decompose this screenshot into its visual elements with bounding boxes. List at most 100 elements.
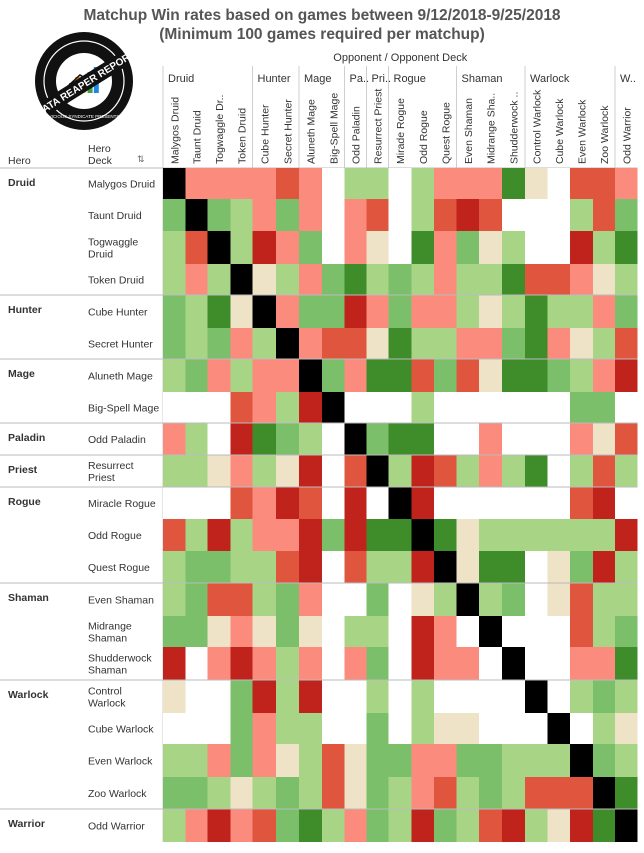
heatmap-cell bbox=[299, 328, 322, 359]
heatmap-cell bbox=[615, 744, 638, 777]
heatmap-cell bbox=[615, 328, 638, 359]
heatmap-cell bbox=[593, 295, 615, 328]
heatmap-cell bbox=[230, 359, 253, 392]
heatmap-cell bbox=[230, 199, 253, 231]
heatmap-cell bbox=[366, 680, 389, 713]
heatmap-cell bbox=[344, 680, 367, 713]
opponent-hero-label: Pa.. bbox=[350, 73, 370, 85]
column-label: Cube Warlock bbox=[554, 98, 566, 164]
opponent-hero-label: Mage bbox=[304, 73, 332, 85]
heatmap-cell bbox=[411, 647, 434, 680]
heatmap-cell bbox=[434, 777, 457, 809]
heatmap-cell bbox=[411, 168, 434, 199]
heatmap-cell bbox=[434, 295, 457, 328]
heatmap-cell bbox=[163, 423, 186, 455]
heatmap-cell bbox=[615, 583, 638, 616]
heatmap-cell bbox=[366, 777, 389, 809]
heatmap-cell bbox=[185, 616, 208, 647]
heatmap-cell bbox=[570, 455, 593, 487]
heatmap-cell bbox=[366, 455, 389, 487]
heatmap-cell bbox=[570, 295, 593, 328]
sort-icon: ⇅ bbox=[137, 154, 145, 164]
heatmap-cell bbox=[322, 647, 345, 680]
heatmap-cell bbox=[366, 744, 389, 777]
heatmap-cell bbox=[185, 231, 208, 264]
heatmap-cell bbox=[252, 392, 276, 423]
heatmap-cell bbox=[615, 264, 638, 295]
heatmap-cell bbox=[252, 264, 276, 295]
heatmap-cell bbox=[207, 455, 231, 487]
heatmap-cell bbox=[411, 583, 434, 616]
heatmap-cell bbox=[593, 392, 615, 423]
row-hero-label: Hunter bbox=[8, 304, 42, 316]
heatmap-cell bbox=[252, 744, 276, 777]
heatmap-cell bbox=[547, 199, 570, 231]
heatmap-cell bbox=[163, 231, 186, 264]
heatmap-cell bbox=[185, 744, 208, 777]
heatmap-cell bbox=[547, 231, 570, 264]
heatmap-cell bbox=[456, 809, 479, 842]
row-hero-label: Shaman bbox=[8, 592, 49, 604]
heatmap-cell bbox=[434, 392, 457, 423]
heatmap-cell bbox=[388, 616, 412, 647]
heatmap-cell bbox=[434, 616, 457, 647]
heatmap-cell bbox=[366, 264, 389, 295]
heatmap-cell bbox=[547, 809, 570, 842]
heatmap-cell bbox=[615, 713, 638, 744]
heatmap-cell bbox=[502, 423, 525, 455]
heatmap-cell bbox=[434, 583, 457, 616]
heatmap-cell bbox=[185, 809, 208, 842]
heatmap-cell bbox=[344, 809, 367, 842]
row-hero-label: Druid bbox=[8, 177, 35, 189]
heatmap-cell bbox=[479, 455, 502, 487]
heatmap-cell bbox=[366, 583, 389, 616]
heatmap-cell bbox=[230, 551, 253, 583]
heatmap-cell bbox=[299, 423, 322, 455]
heatmap-cell bbox=[547, 455, 570, 487]
heatmap-cell bbox=[593, 583, 615, 616]
heatmap-cell bbox=[344, 359, 367, 392]
heatmap-cell bbox=[252, 359, 276, 392]
heatmap-cell bbox=[322, 744, 345, 777]
heatmap-cell bbox=[322, 583, 345, 616]
heatmap-cell bbox=[252, 168, 276, 199]
heatmap-cell bbox=[299, 777, 322, 809]
heatmap-cell bbox=[479, 809, 502, 842]
heatmap-cell bbox=[163, 551, 186, 583]
row-deck-label: Malygos Druid bbox=[88, 179, 155, 191]
heatmap-cell bbox=[299, 264, 322, 295]
heatmap-cell bbox=[479, 744, 502, 777]
heatmap-cell bbox=[502, 744, 525, 777]
heatmap-cell bbox=[207, 487, 231, 519]
heatmap-cell bbox=[388, 647, 412, 680]
heatmap-cell bbox=[502, 680, 525, 713]
heatmap-cell bbox=[163, 519, 186, 551]
heatmap-cell bbox=[547, 744, 570, 777]
heatmap-cell bbox=[230, 264, 253, 295]
heatmap-cell bbox=[456, 777, 479, 809]
heatmap-cell bbox=[366, 231, 389, 264]
heatmap-cell bbox=[185, 551, 208, 583]
heatmap-cell bbox=[411, 616, 434, 647]
heatmap-cell bbox=[366, 519, 389, 551]
heatmap-cell bbox=[163, 809, 186, 842]
heatmap-cell bbox=[593, 199, 615, 231]
heatmap-cell bbox=[185, 680, 208, 713]
opponent-hero-label: Warlock bbox=[530, 73, 570, 85]
heatmap-cell bbox=[388, 777, 412, 809]
heatmap-cell bbox=[479, 647, 502, 680]
heatmap-cell bbox=[322, 809, 345, 842]
heatmap-cell bbox=[547, 359, 570, 392]
chart-title-line1: Matchup Win rates based on games between… bbox=[83, 7, 561, 24]
heatmap-cell bbox=[593, 616, 615, 647]
heatmap-cell bbox=[207, 295, 231, 328]
heatmap-cell bbox=[456, 168, 479, 199]
heatmap-cell bbox=[344, 455, 367, 487]
heatmap-cell bbox=[479, 551, 502, 583]
heatmap-cell bbox=[615, 519, 638, 551]
opponent-hero-label: Hunter bbox=[258, 73, 291, 85]
heatmap-cell bbox=[615, 680, 638, 713]
heatmap-cell bbox=[479, 168, 502, 199]
heatmap-cell bbox=[230, 328, 253, 359]
heatmap-cell bbox=[388, 392, 412, 423]
